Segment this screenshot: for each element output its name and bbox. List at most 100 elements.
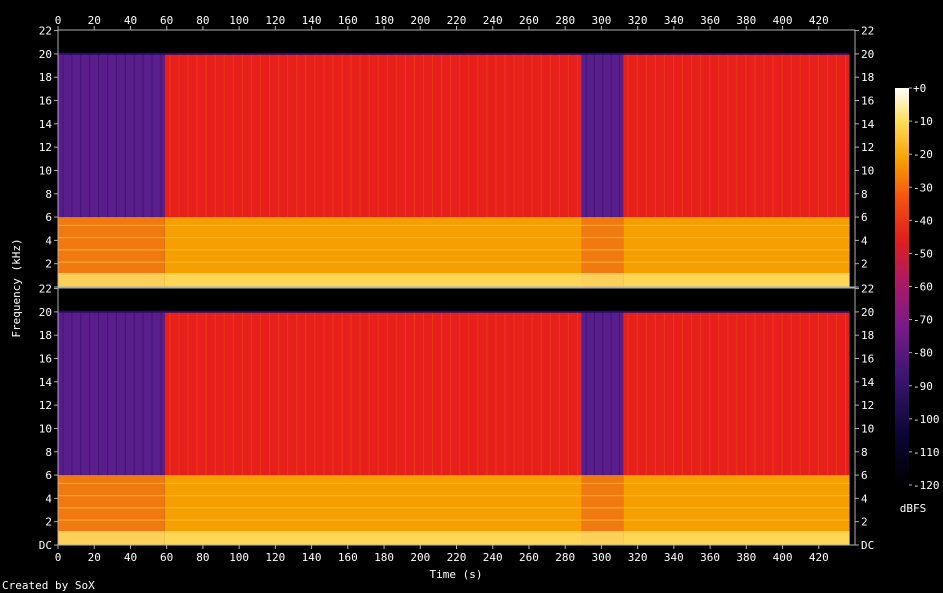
y-tick-label-right: 16	[861, 353, 874, 366]
x-axis-label: Time (s)	[430, 568, 483, 581]
harmonic-stripe	[581, 249, 624, 251]
texture-line	[377, 311, 379, 476]
texture-line	[513, 53, 515, 218]
y-axis-label: Frequency (kHz)	[10, 238, 23, 337]
texture-line	[160, 53, 162, 218]
texture-line	[178, 53, 180, 218]
texture-line	[323, 53, 325, 218]
texture-line	[359, 53, 361, 218]
texture-line	[477, 311, 479, 476]
texture-line	[214, 53, 216, 218]
y-tick-label-right: 16	[861, 95, 874, 108]
texture-line	[790, 311, 792, 476]
texture-line	[160, 311, 162, 476]
y-tick-label: 18	[39, 329, 52, 342]
harmonic-stripe	[58, 224, 165, 227]
y-tick-label-right: 20	[861, 306, 874, 319]
texture-line	[645, 53, 647, 218]
colorbar-tick-label: -90	[913, 380, 933, 393]
x-tick-label: 420	[809, 551, 829, 564]
segment-upper-band	[164, 53, 582, 218]
texture-line	[736, 53, 738, 218]
harmonic-stripe	[623, 224, 850, 227]
y-tick-label-right: 18	[861, 329, 874, 342]
colorbar-tick-label: -10	[913, 115, 933, 128]
x-tick-label: 240	[483, 551, 503, 564]
texture-line	[296, 53, 298, 218]
texture-line	[368, 311, 370, 476]
y-tick-label: 20	[39, 48, 52, 61]
texture-line	[250, 53, 252, 218]
texture-line	[80, 53, 82, 218]
texture-line	[808, 311, 810, 476]
texture-line	[736, 311, 738, 476]
texture-line	[468, 311, 470, 476]
texture-line	[80, 311, 82, 476]
texture-line	[450, 311, 452, 476]
texture-line	[377, 53, 379, 218]
segment-bass-band	[58, 531, 165, 545]
texture-line	[413, 53, 415, 218]
texture-line	[627, 311, 629, 476]
texture-line	[142, 53, 144, 218]
y-tick-label-right: 12	[861, 141, 874, 154]
texture-line	[567, 53, 569, 218]
x-tick-label: 380	[736, 551, 756, 564]
texture-line	[332, 311, 334, 476]
texture-line	[269, 53, 271, 218]
x-tick-label: 280	[555, 551, 575, 564]
texture-line	[817, 53, 819, 218]
texture-line	[187, 311, 189, 476]
texture-line	[241, 53, 243, 218]
harmonic-stripe	[58, 519, 165, 521]
x-tick-label-top: 100	[229, 14, 249, 27]
texture-line	[540, 53, 542, 218]
x-tick-label-top: 360	[700, 14, 720, 27]
x-tick-label: 340	[664, 551, 684, 564]
texture-line	[133, 53, 135, 218]
segment-upper-band	[58, 53, 165, 218]
texture-line	[196, 53, 198, 218]
x-tick-label: 300	[591, 551, 611, 564]
y-tick-label-right: 18	[861, 71, 874, 84]
y-tick-label: 6	[45, 469, 52, 482]
x-tick-label-top: 420	[809, 14, 829, 27]
x-tick-label-top: 380	[736, 14, 756, 27]
texture-line	[691, 53, 693, 218]
y-tick-label-right: 10	[861, 164, 874, 177]
channel-panel-1	[58, 30, 855, 287]
y-tick-label: 6	[45, 211, 52, 224]
y-tick-label-right: DC	[861, 539, 874, 552]
texture-line	[89, 311, 91, 476]
texture-line	[772, 53, 774, 218]
texture-line	[754, 53, 756, 218]
texture-line	[278, 311, 280, 476]
texture-line	[663, 311, 665, 476]
harmonic-stripe	[58, 531, 165, 533]
y-tick-label-right: 14	[861, 118, 875, 131]
texture-line	[305, 311, 307, 476]
texture-line	[477, 53, 479, 218]
texture-line	[618, 311, 620, 476]
x-tick-label: 80	[196, 551, 209, 564]
y-tick-label-right: 22	[861, 283, 874, 296]
colorbar-tick-label: -80	[913, 347, 933, 360]
y-tick-label-right: 6	[861, 211, 868, 224]
texture-line	[205, 53, 207, 218]
texture-line	[700, 53, 702, 218]
x-tick-label: 220	[447, 551, 467, 564]
y-tick-label: 22	[39, 25, 52, 38]
texture-line	[763, 53, 765, 218]
texture-line	[781, 311, 783, 476]
texture-line	[395, 311, 397, 476]
y-tick-label: 12	[39, 141, 52, 154]
texture-line	[169, 53, 171, 218]
x-tick-label: 160	[338, 551, 358, 564]
texture-line	[314, 311, 316, 476]
harmonic-stripe	[58, 261, 165, 263]
segment-bass-band	[164, 531, 582, 545]
x-tick-label: 20	[88, 551, 101, 564]
texture-line	[627, 53, 629, 218]
x-tick-label: 400	[773, 551, 793, 564]
